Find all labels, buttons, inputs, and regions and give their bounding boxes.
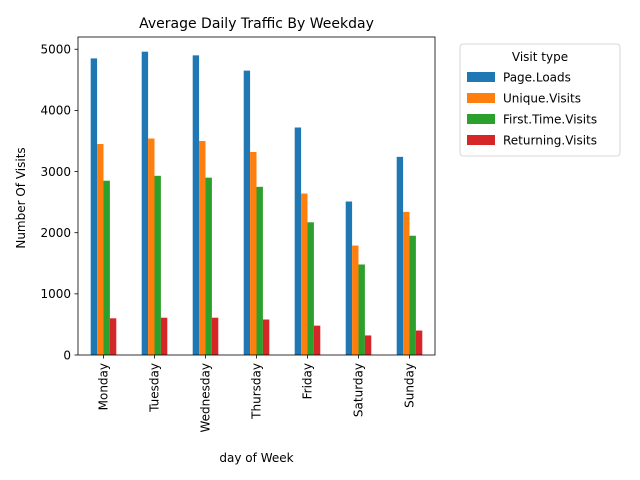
- bar-first-time-visits-saturday: [358, 264, 365, 355]
- bar-page-loads-friday: [294, 127, 302, 355]
- bar-unique-visits-thursday: [250, 151, 257, 355]
- legend-label: Page.Loads: [503, 70, 571, 84]
- plot-frame: [77, 36, 436, 356]
- bar-first-time-visits-tuesday: [154, 175, 161, 355]
- bar-page-loads-wednesday: [192, 55, 200, 355]
- x-tick-label: Monday: [97, 363, 111, 410]
- bar-returning-visits-thursday: [262, 319, 270, 355]
- y-axis-label: Number Of Visits: [14, 147, 28, 248]
- bar-first-time-visits-thursday: [256, 186, 263, 355]
- plot-area: [90, 51, 423, 356]
- y-axis-ticks: 0 1000 2000 3000 4000 5000: [40, 43, 78, 362]
- x-tick-label: Thursday: [250, 363, 264, 420]
- y-tick-label: 3000: [40, 165, 71, 179]
- bar-unique-visits-sunday: [403, 211, 410, 355]
- bar-first-time-visits-friday: [307, 222, 314, 355]
- bar-unique-visits-friday: [301, 193, 308, 355]
- bar-first-time-visits-monday: [103, 180, 110, 355]
- bar-unique-visits-wednesday: [199, 140, 206, 355]
- legend-title: Visit type: [512, 50, 568, 64]
- bar-page-loads-sunday: [396, 156, 404, 355]
- bar-returning-visits-sunday: [415, 330, 423, 355]
- legend-swatch: [467, 72, 495, 82]
- bar-returning-visits-tuesday: [160, 317, 168, 355]
- x-tick-label: Wednesday: [199, 363, 213, 432]
- x-axis-ticks: Monday Tuesday Wednesday Thursday Friday Satu…: [97, 355, 417, 432]
- bar-unique-visits-monday: [97, 144, 104, 355]
- y-tick-label: 5000: [40, 43, 71, 57]
- x-tick-label: Saturday: [352, 363, 366, 417]
- bar-returning-visits-wednesday: [211, 317, 219, 355]
- y-tick-label: 1000: [40, 287, 71, 301]
- bar-unique-visits-tuesday: [148, 138, 155, 355]
- y-tick-label: 2000: [40, 226, 71, 240]
- y-tick-label: 4000: [40, 104, 71, 118]
- x-tick-label: Sunday: [403, 363, 417, 408]
- bar-returning-visits-friday: [313, 325, 321, 355]
- bar-page-loads-thursday: [243, 70, 251, 355]
- bar-first-time-visits-wednesday: [205, 177, 212, 355]
- bar-returning-visits-monday: [109, 318, 117, 355]
- legend-label: First.Time.Visits: [503, 112, 597, 126]
- chart-title: Average Daily Traffic By Weekday: [139, 16, 374, 32]
- legend-swatch: [467, 93, 495, 103]
- x-tick-label: Tuesday: [148, 363, 162, 413]
- bar-page-loads-saturday: [345, 201, 353, 355]
- legend-box: [459, 43, 621, 157]
- legend-label: Returning.Visits: [503, 133, 597, 147]
- bar-returning-visits-saturday: [364, 335, 372, 355]
- bar-page-loads-monday: [90, 58, 98, 356]
- legend-swatch: [467, 114, 495, 124]
- x-axis-label: day of Week: [219, 451, 293, 465]
- x-tick-label: Friday: [301, 363, 315, 399]
- legend-swatch: [467, 135, 495, 145]
- y-tick-label: 0: [63, 348, 71, 362]
- bar-page-loads-tuesday: [141, 51, 149, 356]
- legend-label: Unique.Visits: [503, 91, 581, 105]
- bar-first-time-visits-sunday: [409, 235, 416, 355]
- legend[interactable]: Visit type Page.Loads Unique.Visits First.T…: [459, 43, 621, 157]
- bar-unique-visits-saturday: [352, 245, 359, 355]
